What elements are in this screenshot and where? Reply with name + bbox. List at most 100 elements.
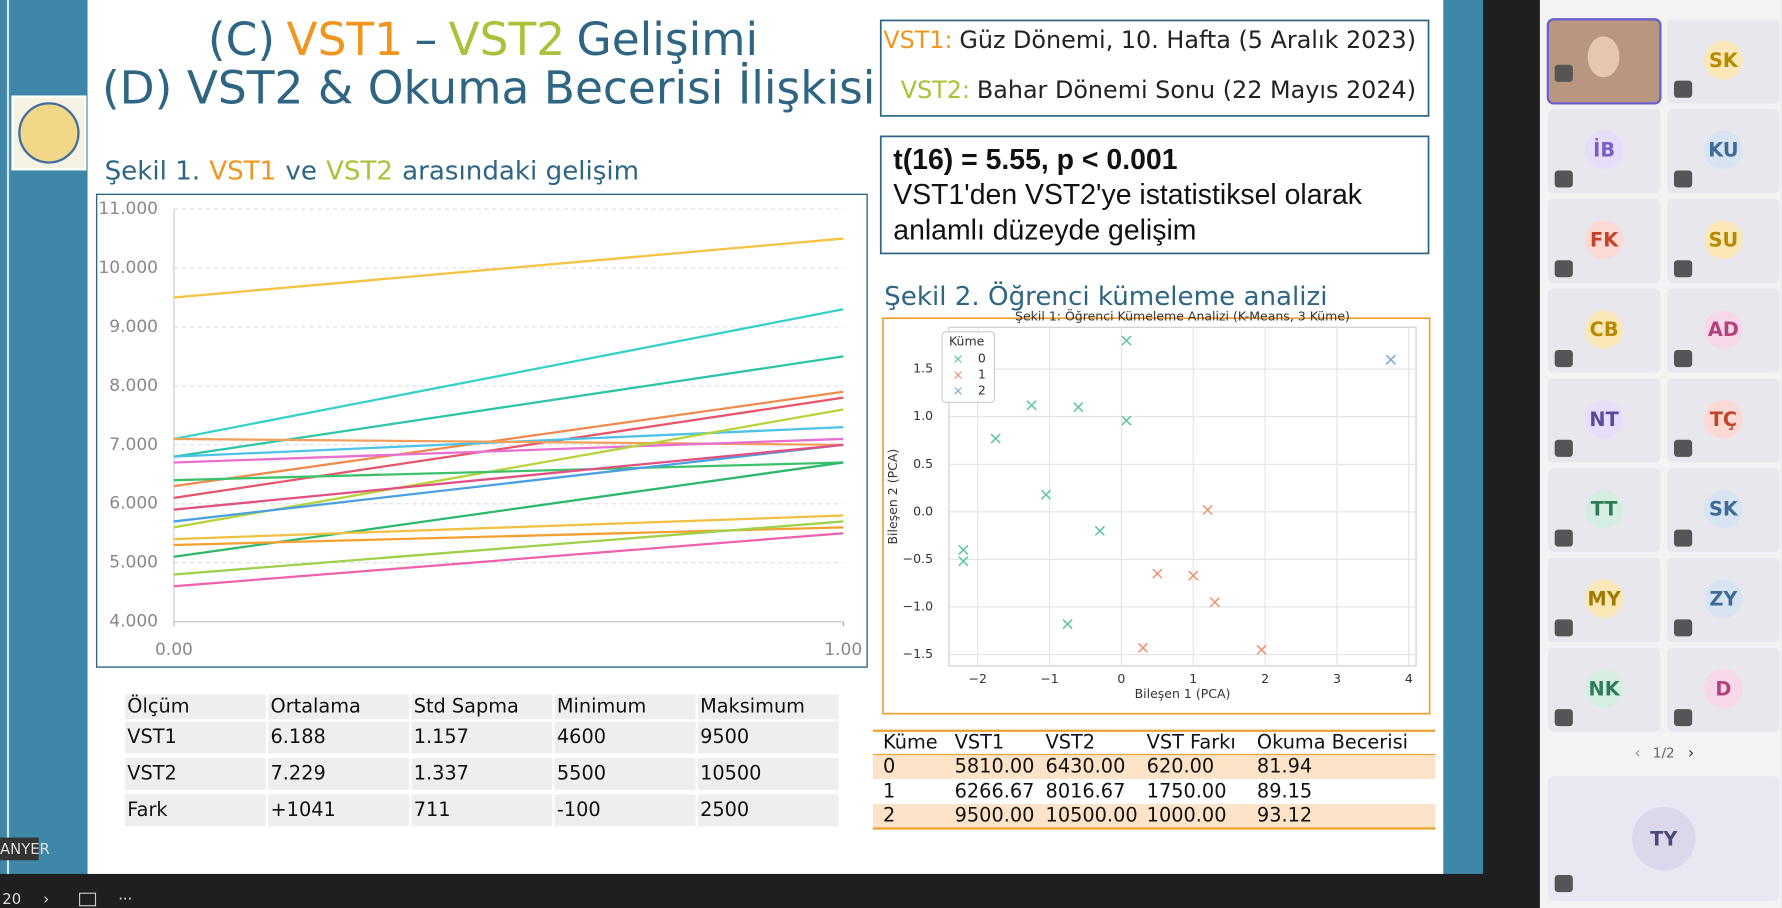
legend-label: 0 xyxy=(978,351,986,366)
y-tick-label: 7.000 xyxy=(109,435,158,455)
table-cell-text: 10500.00 xyxy=(1046,803,1138,826)
table-cell-text: 1000.00 xyxy=(1147,803,1227,826)
series-line xyxy=(173,390,844,488)
y-tick-label: 9.000 xyxy=(109,317,158,337)
avatar xyxy=(1704,310,1743,349)
x-tick-label: 1 xyxy=(1189,671,1197,686)
avatar xyxy=(1584,489,1624,529)
table-cell-text: VST2 xyxy=(127,761,177,784)
video-person xyxy=(1587,36,1620,78)
scatter-point xyxy=(958,556,969,567)
mute-icon xyxy=(1673,709,1693,727)
scatter-point xyxy=(1026,400,1037,411)
y-tick-label: −1.5 xyxy=(903,646,933,661)
series-line xyxy=(173,520,844,576)
logo-seal xyxy=(18,102,80,164)
series-line xyxy=(173,237,844,299)
table-cell xyxy=(554,694,696,720)
table-cell-text: 711 xyxy=(414,798,451,821)
avatar-initials: CB xyxy=(1590,318,1619,341)
table-cell-text: 1750.00 xyxy=(1147,780,1227,803)
avatar xyxy=(1584,579,1624,619)
avatar xyxy=(1584,310,1624,349)
table-cell xyxy=(268,694,410,720)
scatter-point xyxy=(1385,354,1396,365)
table-row-bg xyxy=(872,804,1436,828)
x-tick-label: 0.00 xyxy=(155,640,193,660)
scatter-point xyxy=(1188,570,1199,581)
avatar xyxy=(1631,806,1696,871)
avatar-initials: FK xyxy=(1590,228,1619,251)
table-header: Maksimum xyxy=(700,694,805,717)
pager: 1/2 xyxy=(1653,745,1675,761)
table-cell-text: -100 xyxy=(557,798,601,821)
table-cell xyxy=(268,721,410,754)
pager-prev[interactable]: ‹ xyxy=(1634,743,1640,762)
avatar-initials: SK xyxy=(1709,498,1739,521)
scatter-point xyxy=(1256,644,1267,655)
scatter-point xyxy=(1121,335,1132,346)
table-cell-text: 5810.00 xyxy=(955,755,1035,778)
table-header: VST Farkı xyxy=(1147,731,1236,754)
table-cell-text: 6266.67 xyxy=(955,780,1035,803)
table-cell xyxy=(125,757,266,790)
next-button[interactable]: › xyxy=(43,891,49,908)
table-cell-text: 2 xyxy=(883,803,895,826)
mute-icon xyxy=(1554,439,1573,457)
table-row-bg xyxy=(872,755,1436,780)
table-header: Std Sapma xyxy=(414,694,519,717)
mute-icon xyxy=(1554,350,1573,368)
avatar xyxy=(1704,130,1743,170)
x-axis-label: Bileşen 1 (PCA) xyxy=(1135,686,1231,701)
avatar xyxy=(1704,579,1743,619)
x-tick-label: 2 xyxy=(1261,671,1269,686)
mute-icon xyxy=(1673,170,1693,188)
table-cell xyxy=(554,721,696,754)
table-cell-text: 7.229 xyxy=(271,761,326,784)
scatter-point xyxy=(1121,415,1132,426)
view-button[interactable] xyxy=(79,892,97,907)
series-line xyxy=(173,532,844,588)
avatar-initials: SK xyxy=(1709,49,1739,72)
table-cell-text: 81.94 xyxy=(1257,755,1312,778)
table-cell xyxy=(411,794,553,827)
y-tick-label: 0.0 xyxy=(913,503,933,518)
mute-icon xyxy=(1554,170,1573,188)
table-header: VST1 xyxy=(955,731,1005,754)
series-line xyxy=(173,443,844,523)
legend-marker xyxy=(954,371,962,379)
x-tick-label: 4 xyxy=(1405,671,1413,686)
series-line xyxy=(173,443,844,511)
table-cell-text: 1.157 xyxy=(414,725,469,748)
avatar xyxy=(1584,130,1624,170)
table-cell-text: 10500 xyxy=(700,761,761,784)
series-line xyxy=(173,437,844,464)
avatar-initials: KU xyxy=(1708,139,1738,162)
y-tick-label: 10.000 xyxy=(98,258,158,278)
y-axis-label: Bileşen 2 (PCA) xyxy=(885,449,900,545)
more-button[interactable]: ··· xyxy=(118,891,132,908)
info-vst2: VST2: Bahar Dönemi Sonu (22 Mayıs 2024) xyxy=(901,75,1416,103)
scatter-point xyxy=(958,544,969,555)
table-cell xyxy=(697,757,839,790)
avatar xyxy=(1704,400,1743,439)
table-cell xyxy=(697,794,839,827)
scatter-point xyxy=(1202,504,1213,516)
table-cell xyxy=(411,721,553,754)
mute-icon xyxy=(1554,260,1573,278)
legend-marker xyxy=(954,387,962,395)
edge xyxy=(6,0,10,874)
x-tick-label: −2 xyxy=(968,671,986,686)
mute-icon xyxy=(1554,529,1573,547)
series-line xyxy=(173,396,844,499)
y-tick-label: 1.5 xyxy=(913,361,933,376)
scatter-point xyxy=(1152,568,1163,579)
series-line xyxy=(173,461,844,482)
table-cell xyxy=(268,757,410,790)
scatter-point xyxy=(990,433,1001,444)
avatar xyxy=(1704,40,1743,80)
table-header: Ölçüm xyxy=(127,694,189,717)
y-tick-label: 6.000 xyxy=(109,494,158,514)
pager-next[interactable]: › xyxy=(1688,743,1694,762)
